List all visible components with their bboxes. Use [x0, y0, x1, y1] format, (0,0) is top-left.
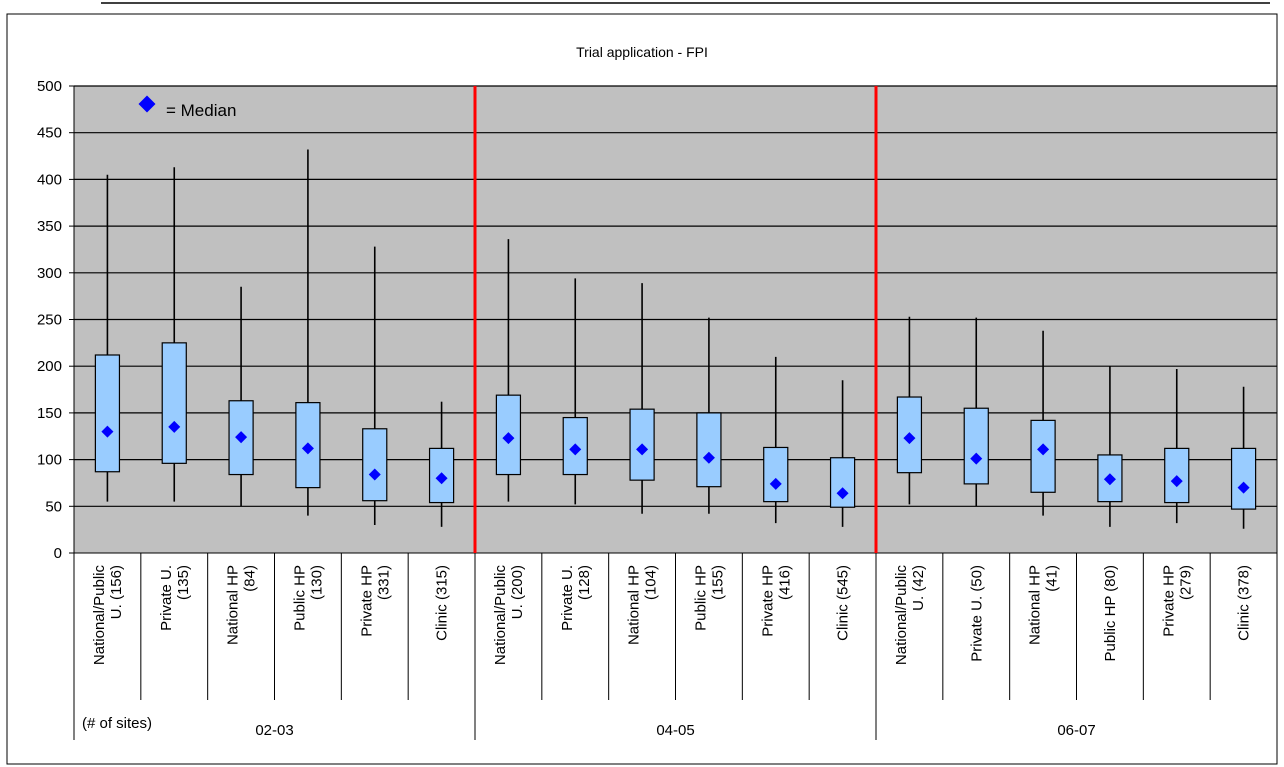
x-category-label: U. (200): [509, 565, 526, 619]
y-tick-label: 250: [37, 312, 62, 329]
group-label: 02-03: [255, 722, 293, 739]
box: [1030, 419, 1056, 493]
median-marker: [769, 477, 782, 490]
x-category-label: U. (42): [910, 565, 927, 611]
box: [963, 407, 989, 485]
x-category-label: Clinic (545): [835, 565, 852, 641]
x-category-label: National/Public: [91, 565, 108, 666]
x-category-label: Private HP: [759, 565, 776, 637]
box: [161, 342, 187, 464]
box: [1230, 447, 1257, 510]
x-category-label: (279): [1177, 565, 1194, 600]
median-marker: [903, 432, 916, 445]
x-category-label: Clinic (315): [434, 565, 451, 641]
x-category-label: (331): [375, 565, 392, 600]
x-category-label: Private U.: [559, 565, 576, 631]
x-category-label: National/Public: [893, 565, 910, 666]
group-label: 04-05: [656, 722, 694, 739]
box: [428, 447, 455, 504]
y-tick-label: 450: [37, 125, 62, 142]
y-tick-label: 300: [37, 265, 62, 282]
chart-title: Trial application - FPI: [576, 44, 708, 60]
box: [763, 446, 789, 503]
x-category-label: Private HP: [1160, 565, 1177, 637]
x-category-label: U. (156): [108, 565, 125, 619]
x-category-label: (416): [776, 565, 793, 600]
y-tick-label: 150: [37, 405, 62, 422]
x-category-label: Clinic (378): [1236, 565, 1253, 641]
x-category-label: (104): [643, 565, 660, 600]
median-marker: [569, 443, 582, 456]
median-marker: [970, 452, 983, 465]
box: [829, 457, 856, 508]
plot-area: 0 50 100 150 200 250 300 350 400 450 500: [37, 78, 1278, 562]
x-axis: National/Public U. (156) Private U. (135) Na…: [73, 553, 1278, 740]
sites-label: (# of sites): [82, 715, 152, 732]
y-tick-label: 200: [37, 358, 62, 375]
y-tick-label: 50: [45, 498, 62, 515]
x-category-label: (130): [308, 565, 325, 600]
median-marker: [702, 451, 715, 464]
median-marker: [836, 487, 849, 500]
y-tick-label: 500: [37, 78, 62, 95]
box: [94, 354, 121, 473]
x-category-label: (41): [1044, 565, 1061, 592]
median-marker: [636, 443, 649, 456]
group-label: 06-07: [1057, 722, 1095, 739]
x-category-label: National HP: [225, 565, 242, 645]
legend-median-icon: [138, 95, 156, 113]
box: [696, 412, 722, 488]
x-category-label: (155): [709, 565, 726, 600]
x-category-label: Private HP: [358, 565, 375, 637]
x-category-label: Private U.: [158, 565, 175, 631]
legend: = Median: [138, 95, 236, 120]
x-category-label: Public HP: [692, 565, 709, 631]
x-category-label: Private U. (50): [968, 565, 985, 662]
y-tick-label: 0: [54, 545, 62, 562]
x-category-label: National/Public: [492, 565, 509, 666]
x-category-label: National HP: [1027, 565, 1044, 645]
box: [495, 394, 522, 476]
x-category-label: National HP: [626, 565, 643, 645]
x-category-label: (135): [175, 565, 192, 600]
y-tick-label: 100: [37, 452, 62, 469]
x-category-label: (128): [576, 565, 593, 600]
x-category-label: (84): [242, 565, 259, 592]
x-category-label: Public HP: [291, 565, 308, 631]
legend-label: = Median: [166, 101, 236, 120]
box: [228, 400, 254, 476]
x-category-label: Public HP (80): [1102, 565, 1119, 661]
y-tick-label: 400: [37, 171, 62, 188]
y-tick-label: 350: [37, 218, 62, 235]
box: [362, 428, 388, 502]
